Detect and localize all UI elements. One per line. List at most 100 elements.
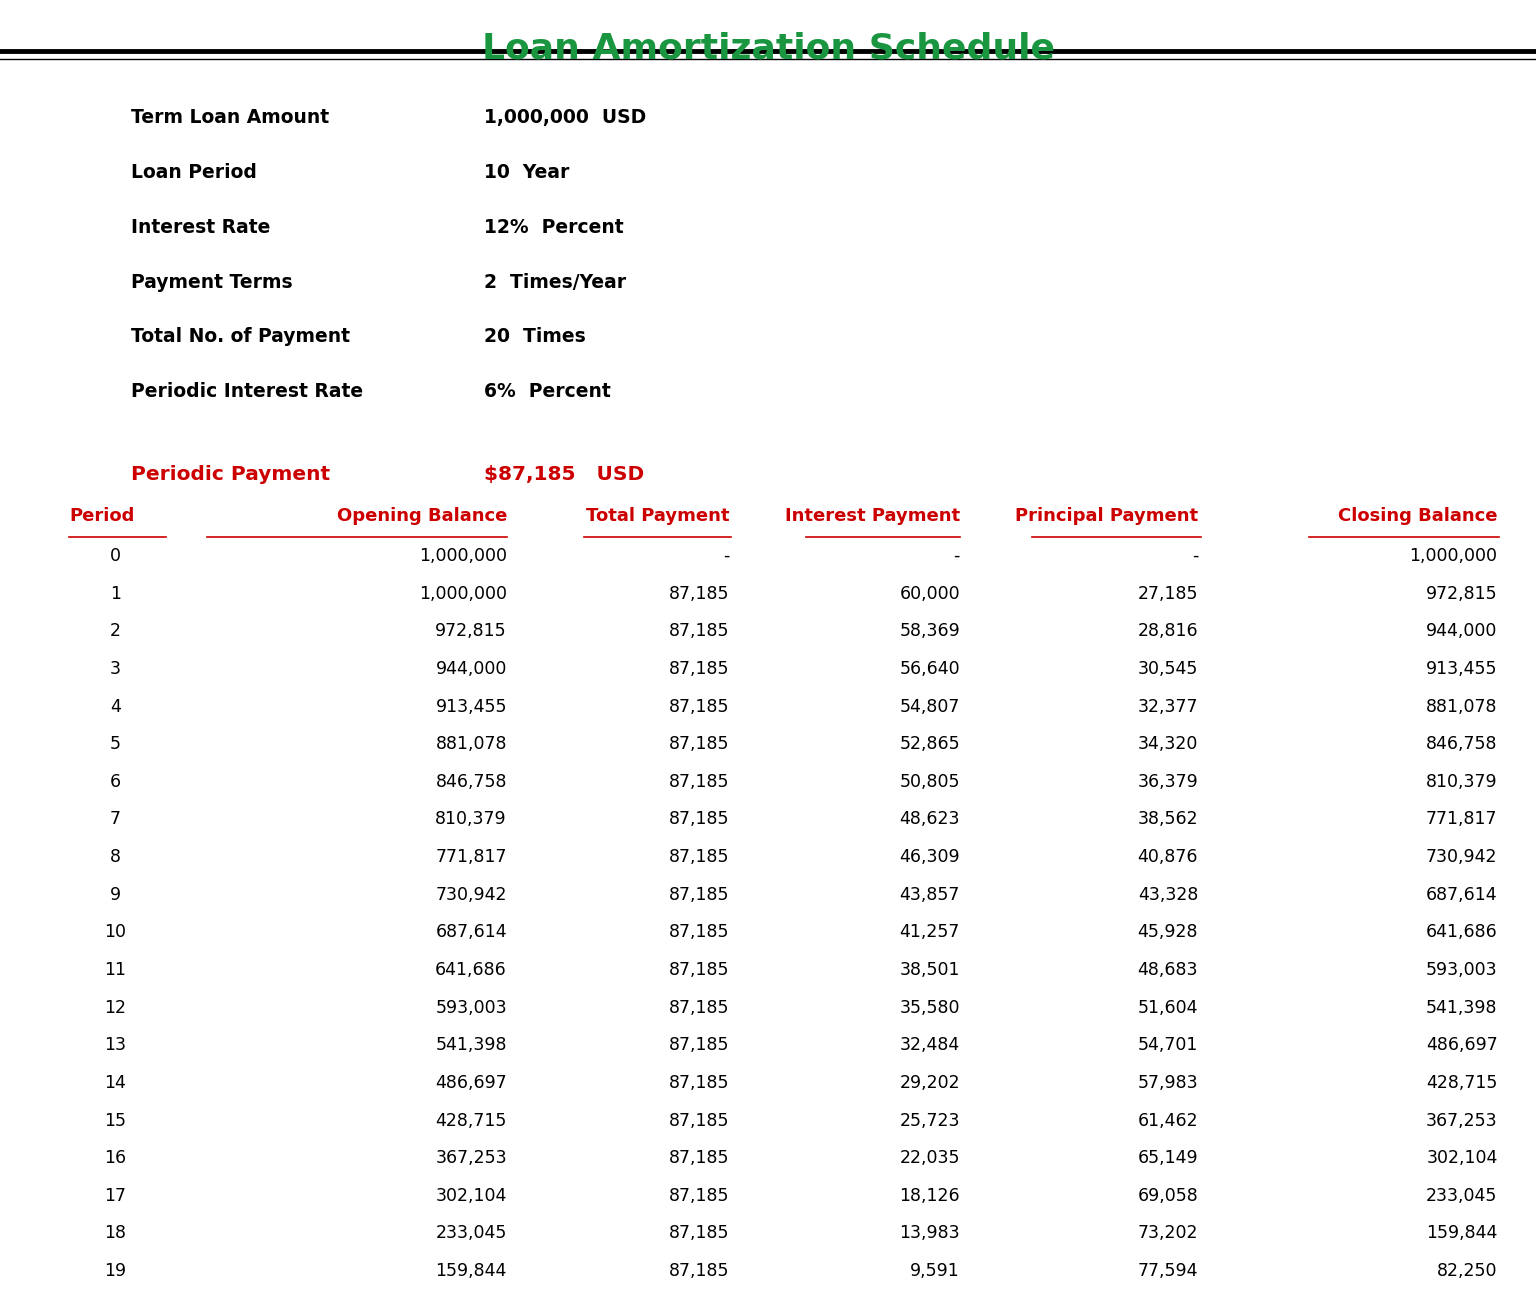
Text: 87,185: 87,185 (670, 1036, 730, 1054)
Text: 428,715: 428,715 (436, 1111, 507, 1129)
Text: $87,185   USD: $87,185 USD (484, 465, 644, 484)
Text: 52,865: 52,865 (900, 735, 960, 753)
Text: 87,185: 87,185 (670, 584, 730, 602)
Text: 69,058: 69,058 (1137, 1186, 1198, 1205)
Text: 35,580: 35,580 (900, 998, 960, 1016)
Text: 20  Times: 20 Times (484, 327, 585, 347)
Text: 913,455: 913,455 (435, 697, 507, 715)
Text: Principal Payment: Principal Payment (1015, 508, 1198, 526)
Text: 19: 19 (104, 1262, 126, 1280)
Text: 159,844: 159,844 (1427, 1224, 1498, 1242)
Text: 73,202: 73,202 (1138, 1224, 1198, 1242)
Text: 730,942: 730,942 (435, 885, 507, 903)
Text: 8: 8 (109, 848, 121, 866)
Text: 13: 13 (104, 1036, 126, 1054)
Text: 541,398: 541,398 (435, 1036, 507, 1054)
Text: 57,983: 57,983 (1138, 1073, 1198, 1092)
Text: 65,149: 65,149 (1138, 1149, 1198, 1167)
Text: 367,253: 367,253 (435, 1149, 507, 1167)
Text: 58,369: 58,369 (899, 622, 960, 640)
Text: 43,328: 43,328 (1138, 885, 1198, 903)
Text: 1,000,000: 1,000,000 (1410, 546, 1498, 565)
Text: Term Loan Amount: Term Loan Amount (131, 108, 329, 127)
Text: 16: 16 (104, 1149, 126, 1167)
Text: 0: 0 (109, 546, 121, 565)
Text: 1,000,000: 1,000,000 (419, 584, 507, 602)
Text: Opening Balance: Opening Balance (336, 508, 507, 526)
Text: 87,185: 87,185 (670, 772, 730, 790)
Text: 17: 17 (104, 1186, 126, 1205)
Text: 541,398: 541,398 (1425, 998, 1498, 1016)
Text: 10: 10 (104, 923, 126, 941)
Text: Periodic Interest Rate: Periodic Interest Rate (131, 382, 362, 401)
Text: 50,805: 50,805 (900, 772, 960, 790)
Text: 27,185: 27,185 (1138, 584, 1198, 602)
Text: 4: 4 (109, 697, 121, 715)
Text: 771,817: 771,817 (1425, 810, 1498, 828)
Text: 87,185: 87,185 (670, 1149, 730, 1167)
Text: 28,816: 28,816 (1138, 622, 1198, 640)
Text: 14: 14 (104, 1073, 126, 1092)
Text: 7: 7 (109, 810, 121, 828)
Text: Total No. of Payment: Total No. of Payment (131, 327, 350, 347)
Text: 641,686: 641,686 (1425, 923, 1498, 941)
Text: 48,683: 48,683 (1138, 961, 1198, 979)
Text: 730,942: 730,942 (1425, 848, 1498, 866)
Text: 18: 18 (104, 1224, 126, 1242)
Text: 641,686: 641,686 (435, 961, 507, 979)
Text: 2: 2 (109, 622, 121, 640)
Text: 87,185: 87,185 (670, 735, 730, 753)
Text: 87,185: 87,185 (670, 1186, 730, 1205)
Text: 54,807: 54,807 (900, 697, 960, 715)
Text: 367,253: 367,253 (1425, 1111, 1498, 1129)
Text: Interest Rate: Interest Rate (131, 218, 270, 236)
Text: 87,185: 87,185 (670, 659, 730, 678)
Text: 159,844: 159,844 (436, 1262, 507, 1280)
Text: 25,723: 25,723 (900, 1111, 960, 1129)
Text: 687,614: 687,614 (435, 923, 507, 941)
Text: 15: 15 (104, 1111, 126, 1129)
Text: 38,562: 38,562 (1138, 810, 1198, 828)
Text: 51,604: 51,604 (1138, 998, 1198, 1016)
Text: 87,185: 87,185 (670, 1111, 730, 1129)
Text: 3: 3 (109, 659, 121, 678)
Text: 36,379: 36,379 (1137, 772, 1198, 790)
Text: 972,815: 972,815 (435, 622, 507, 640)
Text: 10  Year: 10 Year (484, 164, 570, 182)
Text: 29,202: 29,202 (900, 1073, 960, 1092)
Text: 810,379: 810,379 (1425, 772, 1498, 790)
Text: 87,185: 87,185 (670, 697, 730, 715)
Text: 9,591: 9,591 (911, 1262, 960, 1280)
Text: 41,257: 41,257 (900, 923, 960, 941)
Text: 486,697: 486,697 (1425, 1036, 1498, 1054)
Text: 87,185: 87,185 (670, 848, 730, 866)
Text: 428,715: 428,715 (1427, 1073, 1498, 1092)
Text: 13,983: 13,983 (900, 1224, 960, 1242)
Text: -: - (954, 546, 960, 565)
Text: 771,817: 771,817 (435, 848, 507, 866)
Text: 486,697: 486,697 (435, 1073, 507, 1092)
Text: 5: 5 (109, 735, 121, 753)
Text: Period: Period (69, 508, 135, 526)
Text: Loan Amortization Schedule: Loan Amortization Schedule (481, 32, 1055, 66)
Text: 32,484: 32,484 (900, 1036, 960, 1054)
Text: 881,078: 881,078 (1425, 697, 1498, 715)
Text: 233,045: 233,045 (436, 1224, 507, 1242)
Text: Periodic Payment: Periodic Payment (131, 465, 330, 484)
Text: 1,000,000: 1,000,000 (419, 546, 507, 565)
Text: 61,462: 61,462 (1138, 1111, 1198, 1129)
Text: 22,035: 22,035 (900, 1149, 960, 1167)
Text: Closing Balance: Closing Balance (1338, 508, 1498, 526)
Text: 87,185: 87,185 (670, 1224, 730, 1242)
Text: 60,000: 60,000 (900, 584, 960, 602)
Text: 1: 1 (109, 584, 121, 602)
Text: 233,045: 233,045 (1427, 1186, 1498, 1205)
Text: Loan Period: Loan Period (131, 164, 257, 182)
Text: 11: 11 (104, 961, 126, 979)
Text: 6: 6 (109, 772, 121, 790)
Text: 2  Times/Year: 2 Times/Year (484, 273, 627, 292)
Text: 32,377: 32,377 (1138, 697, 1198, 715)
Text: 45,928: 45,928 (1138, 923, 1198, 941)
Text: 77,594: 77,594 (1138, 1262, 1198, 1280)
Text: 87,185: 87,185 (670, 622, 730, 640)
